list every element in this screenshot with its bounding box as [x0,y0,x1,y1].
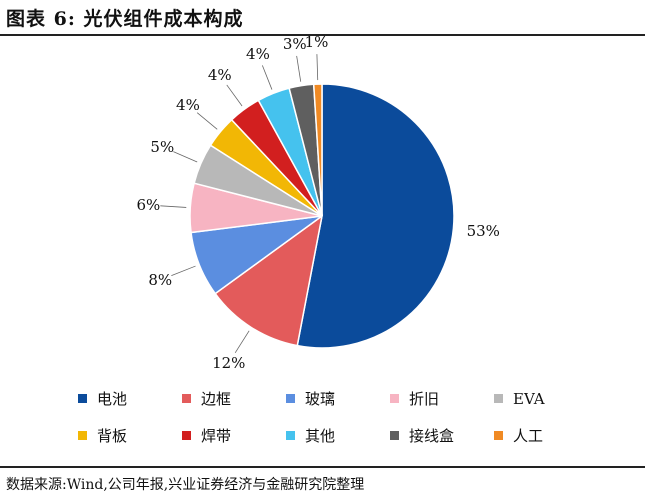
data-label-1: 12% [212,354,245,372]
legend-swatch [494,394,503,403]
legend-item-0: 电池 [78,388,182,409]
label-leader-8 [296,55,302,82]
legend-swatch [390,431,399,440]
legend-label: 接线盒 [409,427,455,445]
legend-swatch [390,394,399,403]
legend-label: 玻璃 [305,390,336,408]
legend-item-9: 人工 [494,425,598,446]
legend-label: 焊带 [201,427,232,445]
label-leader-1 [234,330,250,353]
legend-label: 电池 [97,390,128,408]
label-leader-7 [261,65,273,90]
legend-item-6: 焊带 [182,425,286,446]
legend-label: 折旧 [409,390,440,408]
legend-item-4: EVA [494,388,598,409]
legend-label: 其他 [305,427,336,445]
pie-chart: 53% 12% 8% 6% 5% 4% 4% 4% 3%1% [136,36,500,372]
legend-label: 背板 [97,427,128,445]
data-label-3: 6% [136,196,160,214]
label-leader-9 [316,54,319,81]
figure-title: 图表 6: 光伏组件成本构成 [6,8,244,30]
legend-item-2: 玻璃 [286,388,390,409]
pie-slice-0 [296,83,455,349]
legend-swatch [182,431,191,440]
label-leader-6 [226,84,243,107]
data-label-8: 3% [283,36,307,53]
source-note: 数据来源:Wind,公司年报,兴业证券经济与金融研究院整理 [6,477,365,493]
legend-swatch [78,431,87,440]
data-label-4: 5% [150,138,174,156]
label-leader-2 [171,265,196,277]
data-label-2: 8% [148,271,172,289]
chart-legend: 电池 边框 玻璃 折旧 EVA 背板 焊带 其他 接线盒 人工 [78,388,598,446]
data-label-6: 4% [208,66,232,84]
legend-label: 边框 [201,390,232,408]
data-label-9: 1% [305,36,329,51]
legend-item-3: 折旧 [390,388,494,409]
pie-slice-1 [214,214,324,347]
pie-slice-9 [312,83,323,217]
legend-label: EVA [513,389,545,408]
legend-swatch [494,431,503,440]
legend-item-8: 接线盒 [390,425,494,446]
legend-swatch [182,394,191,403]
legend-item-1: 边框 [182,388,286,409]
legend-item-5: 背板 [78,425,182,446]
label-leader-4 [173,151,198,163]
label-leader-3 [160,205,187,208]
legend-item-7: 其他 [286,425,390,446]
legend-swatch [78,394,87,403]
data-label-0: 53% [467,222,500,240]
footer-divider [0,466,645,468]
data-label-5: 4% [176,96,200,114]
legend-label: 人工 [513,427,544,445]
legend-swatch [286,431,295,440]
legend-swatch [286,394,295,403]
data-label-7: 4% [246,45,270,63]
label-leader-5 [196,112,218,130]
title-bar: 图表 6: 光伏组件成本构成 [0,0,645,36]
